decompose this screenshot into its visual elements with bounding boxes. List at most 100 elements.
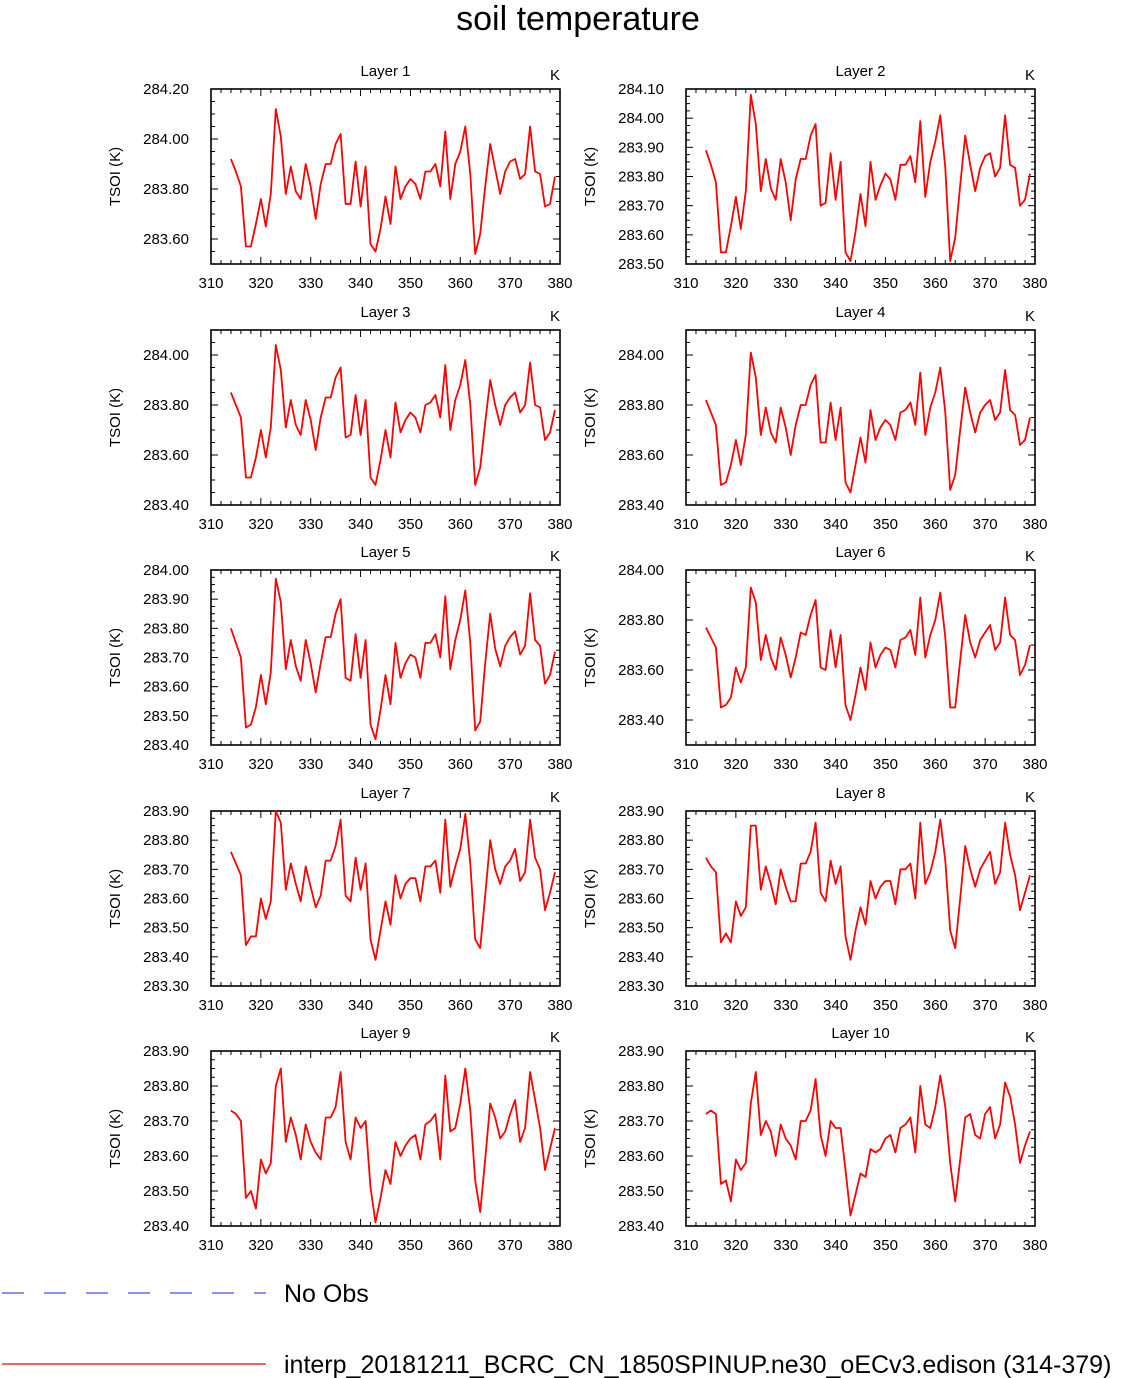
x-tick-label: 330 bbox=[298, 756, 323, 773]
y-tick-label: 283.60 bbox=[618, 891, 664, 908]
y-tick-label: 284.20 bbox=[143, 81, 189, 98]
panel-title: Layer 2 bbox=[835, 63, 885, 80]
x-tick-label: 310 bbox=[673, 275, 698, 292]
y-tick-label: 283.70 bbox=[618, 861, 664, 878]
x-tick-label: 350 bbox=[398, 997, 423, 1014]
x-tick-label: 350 bbox=[398, 756, 423, 773]
x-tick-label: 350 bbox=[398, 1237, 423, 1254]
x-tick-label: 360 bbox=[448, 516, 473, 533]
panel-units: K bbox=[550, 67, 560, 84]
y-tick-label: 283.60 bbox=[618, 227, 664, 244]
chart-panel-8: 310 320 330 340 350 360 370 380 283.30 283.40 283.… bbox=[582, 785, 1048, 1014]
series-line bbox=[705, 93, 1031, 263]
y-tick-label: 283.60 bbox=[143, 891, 189, 908]
x-tick-label: 340 bbox=[823, 997, 848, 1014]
x-tick-label: 310 bbox=[198, 756, 223, 773]
x-tick-label: 320 bbox=[723, 997, 748, 1014]
x-tick-label: 380 bbox=[547, 756, 572, 773]
y-tick-label: 283.60 bbox=[618, 1148, 664, 1165]
x-tick-label: 380 bbox=[547, 1237, 572, 1254]
y-tick-label: 283.60 bbox=[143, 1148, 189, 1165]
plot-frame bbox=[210, 810, 561, 987]
x-tick-label: 340 bbox=[823, 1237, 848, 1254]
x-tick-label: 370 bbox=[973, 275, 998, 292]
panel-title: Layer 6 bbox=[835, 544, 885, 561]
y-tick-label: 283.40 bbox=[143, 737, 189, 754]
figure-title: soil temperature bbox=[456, 0, 700, 38]
x-tick-label: 310 bbox=[198, 1237, 223, 1254]
x-tick-label: 380 bbox=[547, 275, 572, 292]
y-tick-label: 283.50 bbox=[618, 256, 664, 273]
x-tick-label: 370 bbox=[498, 997, 523, 1014]
y-tick-label: 283.80 bbox=[143, 181, 189, 198]
panel-title: Layer 1 bbox=[360, 63, 410, 80]
x-tick-label: 340 bbox=[823, 275, 848, 292]
x-tick-label: 370 bbox=[498, 275, 523, 292]
y-tick-label: 283.80 bbox=[618, 1078, 664, 1095]
y-tick-label: 283.80 bbox=[143, 397, 189, 414]
plot-frame bbox=[685, 1050, 1036, 1227]
panel-title: Layer 8 bbox=[835, 785, 885, 802]
x-tick-label: 340 bbox=[348, 756, 373, 773]
y-tick-label: 283.90 bbox=[143, 1043, 189, 1060]
x-tick-label: 350 bbox=[873, 997, 898, 1014]
x-tick-label: 380 bbox=[1022, 756, 1047, 773]
y-tick-label: 283.80 bbox=[618, 169, 664, 186]
chart-panel-4: 310 320 330 340 350 360 370 380 283.40 283.60 283.… bbox=[582, 304, 1048, 533]
y-tick-label: 283.60 bbox=[143, 679, 189, 696]
chart-panel-1: 310 320 330 340 350 360 370 380 283.60 283.80 284.… bbox=[107, 63, 573, 292]
y-axis-label: TSOI (K) bbox=[107, 388, 124, 447]
y-tick-label: 283.90 bbox=[618, 1043, 664, 1060]
y-tick-label: 284.10 bbox=[618, 81, 664, 98]
x-tick-label: 320 bbox=[248, 997, 273, 1014]
y-axis-label: TSOI (K) bbox=[582, 869, 599, 928]
x-tick-label: 370 bbox=[498, 1237, 523, 1254]
x-tick-label: 340 bbox=[348, 997, 373, 1014]
y-tick-label: 283.50 bbox=[618, 1183, 664, 1200]
x-tick-label: 350 bbox=[873, 516, 898, 533]
x-tick-label: 310 bbox=[673, 1237, 698, 1254]
panel-title: Layer 5 bbox=[360, 544, 410, 561]
series-line bbox=[705, 586, 1031, 721]
x-tick-label: 320 bbox=[248, 1237, 273, 1254]
panel-units: K bbox=[1025, 67, 1035, 84]
x-tick-label: 370 bbox=[498, 516, 523, 533]
plot-frame bbox=[685, 569, 1036, 746]
y-tick-label: 283.80 bbox=[143, 1078, 189, 1095]
legend-label-model: interp_20181211_BCRC_CN_1850SPINUP.ne30_… bbox=[284, 1351, 1111, 1378]
chart-panel-5: 310 320 330 340 350 360 370 380 283.40 283.50 283.… bbox=[107, 544, 573, 773]
plot-frame bbox=[210, 1050, 561, 1227]
chart-panel-10: 310 320 330 340 350 360 370 380 283.40 283.50 283.… bbox=[582, 1025, 1048, 1254]
x-tick-label: 350 bbox=[873, 1237, 898, 1254]
y-tick-label: 283.40 bbox=[618, 712, 664, 729]
legend: No Obs interp_20181211_BCRC_CN_1850SPINU… bbox=[2, 1280, 1111, 1378]
y-tick-label: 283.40 bbox=[618, 949, 664, 966]
x-tick-label: 380 bbox=[1022, 275, 1047, 292]
x-tick-label: 380 bbox=[1022, 1237, 1047, 1254]
x-tick-label: 330 bbox=[773, 516, 798, 533]
x-tick-label: 310 bbox=[673, 516, 698, 533]
x-tick-label: 330 bbox=[298, 1237, 323, 1254]
y-tick-label: 283.90 bbox=[143, 591, 189, 608]
y-tick-label: 283.90 bbox=[143, 803, 189, 820]
x-tick-label: 330 bbox=[298, 516, 323, 533]
x-tick-label: 340 bbox=[348, 275, 373, 292]
panel-grid: 310 320 330 340 350 360 370 380 283.60 283.80 284.… bbox=[107, 63, 1048, 1254]
chart-panel-3: 310 320 330 340 350 360 370 380 283.40 283.60 283.… bbox=[107, 304, 573, 533]
x-tick-label: 320 bbox=[723, 756, 748, 773]
x-tick-label: 310 bbox=[198, 275, 223, 292]
y-tick-label: 283.40 bbox=[143, 1218, 189, 1235]
y-axis-label: TSOI (K) bbox=[582, 388, 599, 447]
y-tick-label: 283.60 bbox=[618, 447, 664, 464]
plot-frame bbox=[685, 88, 1036, 265]
y-tick-label: 283.50 bbox=[618, 920, 664, 937]
panel-units: K bbox=[1025, 789, 1035, 806]
series-line bbox=[230, 108, 556, 255]
x-tick-label: 360 bbox=[923, 756, 948, 773]
x-tick-label: 380 bbox=[1022, 997, 1047, 1014]
x-tick-label: 360 bbox=[923, 516, 948, 533]
y-tick-label: 283.80 bbox=[143, 620, 189, 637]
panel-units: K bbox=[1025, 1029, 1035, 1046]
series-line bbox=[230, 344, 556, 486]
